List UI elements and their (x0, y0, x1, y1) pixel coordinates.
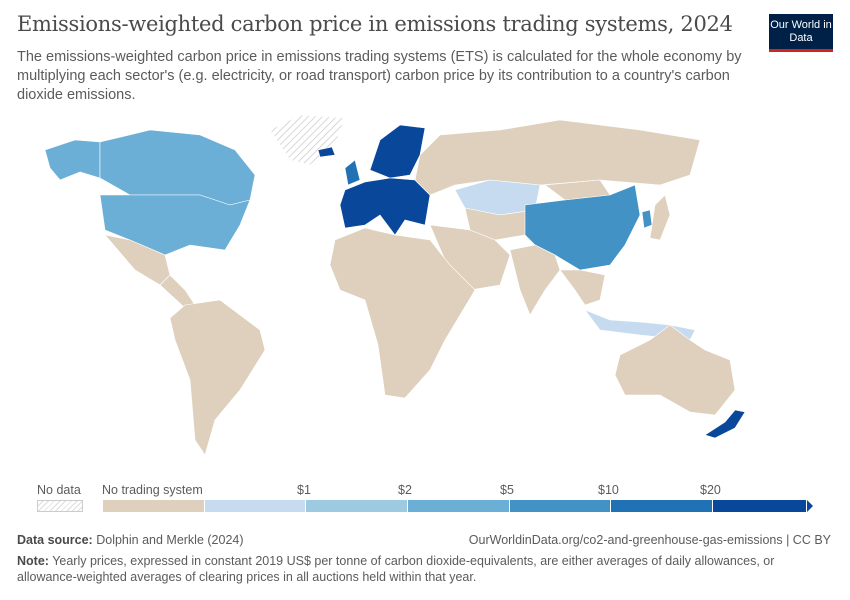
owid-logo[interactable]: Our World in Data (769, 14, 833, 52)
region-united-states[interactable]: United States (99, 194, 251, 256)
legend-arrow-icon (807, 500, 813, 512)
region-india[interactable]: India (509, 244, 561, 316)
legend-bin-10-20[interactable] (611, 500, 713, 512)
region-china[interactable]: China (524, 184, 641, 271)
region-new-zealand[interactable]: New Zealand (704, 409, 746, 439)
legend-tick: $10 (598, 483, 619, 497)
note-label: Note: (17, 554, 49, 568)
region-south-america[interactable]: South America (169, 299, 266, 456)
region-russia[interactable]: Russia (414, 119, 701, 196)
region-scandinavia[interactable]: Scandinavia (369, 124, 426, 179)
legend-no-data-swatch[interactable] (37, 500, 83, 512)
source-label: Data source: (17, 533, 93, 547)
chart-subtitle: The emissions-weighted carbon price in e… (17, 49, 742, 103)
region-japan[interactable]: Japan (649, 194, 671, 241)
region-united-kingdom[interactable]: United Kingdom (344, 159, 361, 186)
legend-tick: $5 (500, 483, 514, 497)
legend-bin-2-5[interactable] (408, 500, 510, 512)
legend-tick: $1 (297, 483, 311, 497)
legend-bin-1-2[interactable] (306, 500, 408, 512)
source-text[interactable]: Dolphin and Merkle (2024) (96, 533, 244, 547)
source-url[interactable]: OurWorldinData.org/co2-and-greenhouse-ga… (468, 533, 831, 547)
legend-no-trading-label: No trading system (102, 483, 203, 497)
region-western-europe[interactable]: Western Europe (339, 177, 431, 236)
note-text: Yearly prices, expressed in constant 201… (17, 554, 775, 584)
legend-bin-no-trading[interactable] (103, 500, 205, 512)
region-australia[interactable]: Australia (614, 324, 736, 416)
region-africa[interactable]: Africa (329, 227, 476, 399)
legend-no-data-label: No data (37, 483, 81, 497)
legend-bin-20-plus[interactable] (713, 500, 807, 512)
legend-bin-0-1[interactable] (205, 500, 306, 512)
legend-tick: $20 (700, 483, 721, 497)
note: Note: Yearly prices, expressed in consta… (17, 553, 807, 585)
region-central-america[interactable]: Central America (159, 274, 196, 309)
chart-title: Emissions-weighted carbon price in emiss… (17, 12, 733, 36)
legend-tick: $2 (398, 483, 412, 497)
region-southeast-asia[interactable]: Southeast Asia (559, 269, 606, 306)
legend-bin-5-10[interactable] (510, 500, 611, 512)
world-map[interactable]: Alaska Canada United States Greenland Me… (0, 105, 850, 475)
region-canada[interactable]: Canada (99, 129, 256, 206)
data-source: Data source: Dolphin and Merkle (2024) (17, 533, 244, 547)
region-alaska[interactable]: Alaska (44, 139, 101, 181)
region-iceland[interactable]: Iceland (317, 146, 336, 158)
region-greenland[interactable]: Greenland (269, 114, 346, 166)
region-south-korea[interactable]: South Korea (641, 209, 653, 229)
